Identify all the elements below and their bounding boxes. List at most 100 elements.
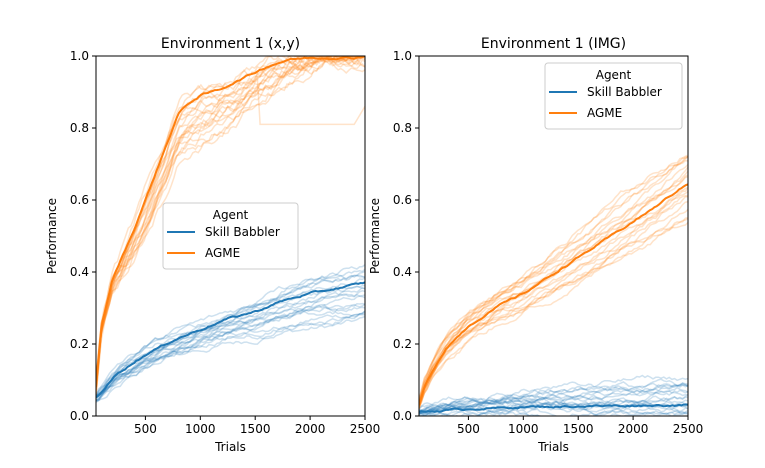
run-line — [419, 170, 688, 404]
chart-title: Environment 1 (x,y) — [161, 36, 300, 52]
y-tick-label: 0.6 — [393, 193, 412, 207]
run-line — [419, 221, 688, 407]
run-line — [96, 315, 365, 403]
run-line — [419, 163, 688, 410]
legend: Agent Skill Babbler AGME — [162, 202, 299, 270]
chart-panel-2: 500 1000 1500 2000 2500 0.0 0.2 0.4 0.6 0.8 1.0 Tri… — [368, 36, 703, 454]
run-line — [419, 403, 688, 416]
run-line — [419, 201, 688, 408]
series-line-skill-babbler — [419, 403, 688, 413]
run-line — [419, 190, 688, 407]
run-line — [419, 159, 688, 401]
run-line — [419, 194, 688, 408]
run-line — [96, 56, 365, 386]
legend-entry-label: AGME — [205, 246, 240, 260]
run-line — [96, 312, 365, 402]
run-line — [96, 56, 365, 385]
run-line — [419, 174, 688, 405]
run-line — [96, 310, 365, 402]
run-line — [419, 166, 688, 409]
run-line — [96, 268, 365, 397]
run-line — [419, 393, 688, 416]
legend-entry-label: Skill Babbler — [205, 225, 280, 239]
y-tick-label: 0.2 — [393, 337, 412, 351]
run-line — [96, 304, 365, 402]
axes-frame — [95, 55, 366, 417]
run-line — [96, 56, 365, 387]
y-tick-label: 0.0 — [70, 409, 89, 423]
x-tick-label: 2500 — [350, 422, 381, 436]
run-line — [419, 176, 688, 401]
x-tick-label: 500 — [134, 422, 157, 436]
run-line — [96, 264, 365, 396]
x-tick-label: 2000 — [618, 422, 649, 436]
x-tick-label: 2500 — [673, 422, 704, 436]
x-tick-label: 2000 — [295, 422, 326, 436]
run-line — [419, 384, 688, 416]
series-line-skill-babbler — [96, 281, 365, 399]
run-line — [419, 216, 688, 406]
chart-panel-1: 500 1000 1500 2000 2500 0.0 0.2 0.4 0.6 0.8 1.0 Tri… — [45, 36, 380, 454]
legend-title: Agent — [213, 208, 249, 222]
legend-entry-label: AGME — [587, 106, 622, 120]
run-line — [96, 75, 365, 384]
run-line — [419, 374, 688, 410]
run-line — [96, 303, 365, 397]
legend: Agent Skill Babbler AGME — [544, 62, 683, 130]
run-line — [419, 208, 688, 409]
y-axis-label: Performance — [45, 198, 59, 274]
run-line — [96, 56, 365, 382]
run-line — [419, 196, 688, 403]
run-line — [419, 399, 688, 416]
y-tick-label: 0.2 — [70, 337, 89, 351]
run-line — [419, 395, 688, 412]
y-tick-label: 1.0 — [393, 49, 412, 63]
run-line — [419, 186, 688, 406]
run-line — [419, 401, 688, 416]
x-axis-label: Trials — [537, 440, 569, 454]
legend-box — [162, 202, 299, 270]
legend-box — [544, 62, 683, 130]
run-line — [96, 290, 365, 399]
run-line — [419, 385, 688, 415]
run-line — [96, 56, 365, 391]
series-line-agme — [419, 183, 688, 406]
run-line — [419, 378, 688, 410]
run-line — [421, 393, 688, 416]
run-line — [419, 381, 688, 415]
run-line — [96, 310, 365, 397]
run-line — [419, 218, 688, 406]
run-line — [96, 284, 365, 404]
x-axis-label: Trials — [214, 440, 246, 454]
run-line — [96, 286, 365, 401]
plot-area — [96, 56, 365, 404]
run-line — [96, 274, 365, 395]
run-line — [419, 154, 688, 401]
y-tick-label: 0.0 — [393, 409, 412, 423]
run-line — [419, 391, 688, 414]
y-axis-label: Performance — [368, 198, 382, 274]
y-tick-label: 1.0 — [70, 49, 89, 63]
legend-entry-label: Skill Babbler — [587, 85, 662, 99]
x-tick-label: 1500 — [563, 422, 594, 436]
run-line — [419, 384, 688, 415]
chart-title: Environment 1 (IMG) — [481, 36, 626, 52]
run-line — [96, 313, 365, 396]
run-line — [419, 405, 688, 416]
y-tick-label: 0.8 — [70, 121, 89, 135]
x-tick-label: 500 — [457, 422, 480, 436]
run-line — [419, 386, 688, 414]
x-tick-label: 1500 — [240, 422, 271, 436]
y-tick-label: 0.6 — [70, 193, 89, 207]
run-line — [96, 277, 365, 397]
run-line — [96, 285, 365, 401]
series-line-agme — [96, 56, 365, 388]
run-line — [96, 56, 365, 391]
axes-frame — [418, 55, 689, 417]
plot-area — [419, 154, 688, 416]
run-line — [96, 302, 365, 396]
run-line — [96, 295, 365, 401]
run-line — [96, 56, 365, 394]
run-line — [96, 56, 365, 380]
